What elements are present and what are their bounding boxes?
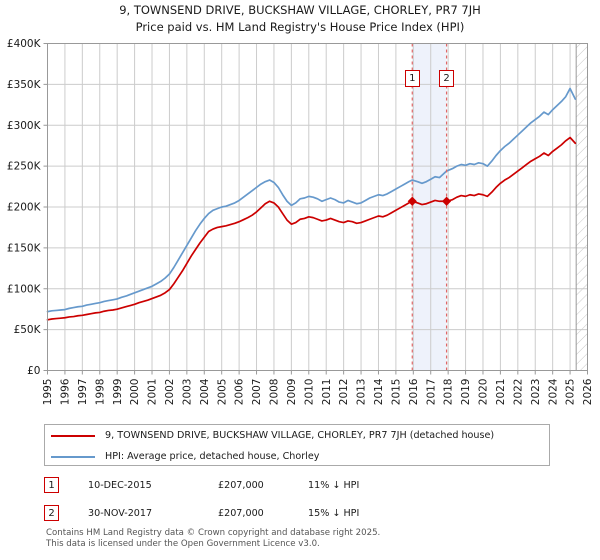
gridlines: [47, 43, 588, 371]
svg-text:2017: 2017: [425, 379, 437, 406]
transaction-hpi-delta: 11% ↓ HPI: [308, 479, 360, 491]
chart-title-line2: Price paid vs. HM Land Registry's House …: [135, 20, 465, 34]
y-axis-ticks: £0 £50K £100K £150K £200K £250K £300K £350K £400…: [7, 38, 48, 377]
svg-text:2023: 2023: [530, 379, 542, 406]
x-axis-ticks: 1995 1996 1997 1998 1999 2000 2001 2002 2003 2004…: [42, 370, 594, 406]
svg-text:2021: 2021: [495, 379, 507, 406]
svg-text:1996: 1996: [60, 378, 72, 405]
svg-text:£200K: £200K: [7, 202, 42, 214]
chart-marker-badge[interactable]: 1: [404, 70, 420, 87]
svg-text:2003: 2003: [181, 379, 193, 406]
svg-text:2001: 2001: [147, 379, 159, 406]
svg-text:2009: 2009: [286, 379, 298, 406]
legend-swatch-price-paid: [51, 434, 95, 437]
transaction-row[interactable]: 2 30-NOV-2017 £207,000 15% ↓ HPI: [44, 502, 550, 524]
legend-label-price-paid: 9, TOWNSEND DRIVE, BUCKSHAW VILLAGE, CHO…: [105, 430, 495, 441]
svg-text:2000: 2000: [129, 379, 141, 406]
legend-swatch-hpi: [51, 455, 95, 458]
chart-legend: 9, TOWNSEND DRIVE, BUCKSHAW VILLAGE, CHO…: [44, 424, 550, 466]
svg-text:2015: 2015: [390, 379, 402, 406]
svg-text:£250K: £250K: [7, 161, 42, 173]
legend-label-hpi: HPI: Average price, detached house, Chor…: [105, 451, 320, 462]
svg-text:1999: 1999: [112, 379, 124, 406]
svg-text:2012: 2012: [338, 379, 350, 406]
page-title: 9, TOWNSEND DRIVE, BUCKSHAW VILLAGE, CHO…: [0, 2, 600, 36]
plot-frame: [47, 43, 588, 371]
transaction-marker-lines: [411, 43, 448, 371]
transaction-date: 10-DEC-2015: [88, 479, 152, 491]
svg-text:2007: 2007: [251, 379, 263, 406]
transaction-date: 30-NOV-2017: [88, 507, 153, 519]
svg-text:2006: 2006: [234, 378, 246, 405]
svg-text:2026: 2026: [582, 378, 594, 405]
svg-text:2002: 2002: [164, 379, 176, 406]
svg-text:£350K: £350K: [7, 79, 42, 91]
svg-text:1997: 1997: [77, 379, 89, 406]
svg-text:£150K: £150K: [7, 242, 42, 254]
svg-text:2020: 2020: [478, 379, 490, 406]
transaction-price: £207,000: [218, 507, 264, 519]
svg-text:£0: £0: [27, 365, 40, 377]
svg-text:£300K: £300K: [7, 120, 42, 132]
svg-text:1995: 1995: [42, 379, 54, 406]
svg-text:2024: 2024: [547, 378, 559, 405]
chart-title-line1: 9, TOWNSEND DRIVE, BUCKSHAW VILLAGE, CHO…: [119, 3, 481, 17]
svg-text:2010: 2010: [303, 379, 315, 406]
svg-text:2008: 2008: [269, 379, 281, 406]
svg-text:2011: 2011: [321, 379, 333, 406]
transaction-price: £207,000: [218, 479, 264, 491]
svg-text:2013: 2013: [356, 379, 368, 406]
svg-text:£100K: £100K: [7, 283, 42, 295]
series-lines: [46, 87, 577, 321]
transaction-badge: 1: [44, 477, 59, 493]
svg-text:£400K: £400K: [7, 38, 42, 50]
legend-item-hpi: HPI: Average price, detached house, Chor…: [45, 446, 549, 467]
footer-line-1: Contains HM Land Registry data © Crown c…: [46, 528, 381, 538]
transaction-points: [407, 196, 452, 206]
price-history-chart: £0 £50K £100K £150K £200K £250K £300K £350K £400…: [7, 38, 594, 406]
svg-text:2019: 2019: [460, 379, 472, 406]
transaction-row[interactable]: 1 10-DEC-2015 £207,000 11% ↓ HPI: [44, 474, 550, 496]
svg-text:2005: 2005: [216, 379, 228, 406]
transaction-hpi-delta: 15% ↓ HPI: [308, 507, 360, 519]
svg-text:2004: 2004: [199, 378, 211, 405]
svg-text:£50K: £50K: [14, 324, 42, 336]
legend-item-price-paid: 9, TOWNSEND DRIVE, BUCKSHAW VILLAGE, CHO…: [45, 425, 549, 446]
transaction-badge: 2: [44, 505, 59, 521]
chart-marker-badge[interactable]: 2: [439, 70, 455, 87]
svg-text:2016: 2016: [408, 378, 420, 405]
svg-text:2014: 2014: [373, 378, 385, 405]
svg-text:2025: 2025: [565, 379, 577, 406]
no-data-region: [575, 43, 588, 371]
svg-text:2018: 2018: [443, 379, 455, 406]
copyright-footer: Contains HM Land Registry data © Crown c…: [46, 528, 586, 549]
svg-text:1998: 1998: [94, 379, 106, 406]
footer-line-2: This data is licensed under the Open Gov…: [46, 538, 320, 549]
svg-text:2022: 2022: [512, 379, 524, 406]
